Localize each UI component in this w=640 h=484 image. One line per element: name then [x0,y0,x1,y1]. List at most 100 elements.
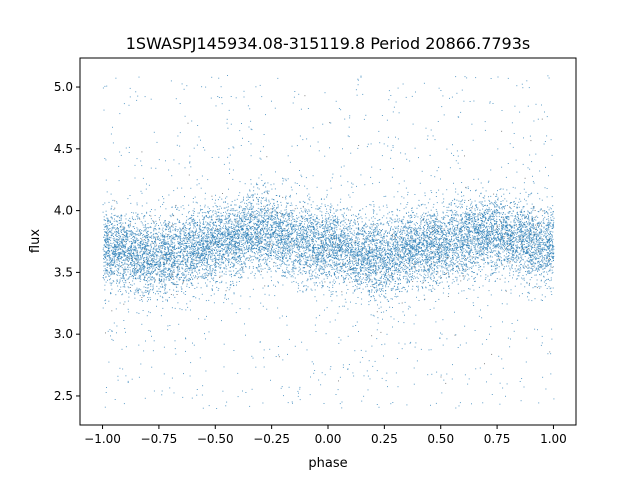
data-point [251,233,253,235]
data-point [439,259,441,261]
data-point [504,250,505,252]
data-point [310,204,312,206]
data-point [331,227,333,229]
data-point [416,255,418,256]
data-point [192,233,194,235]
data-point [475,189,477,191]
data-point [492,233,494,235]
data-point [225,211,227,213]
data-point [231,303,233,305]
data-point [141,248,142,250]
data-point [135,250,137,252]
data-point [108,201,110,203]
data-point [440,275,442,277]
data-point [443,256,445,258]
data-point [450,249,452,251]
data-point [440,278,442,279]
data-point [114,265,116,267]
data-point [314,257,316,259]
data-point [531,260,533,262]
data-point [428,254,430,256]
data-point [322,222,323,223]
data-point [403,251,405,253]
data-point [279,221,281,223]
data-point [451,250,453,252]
data-point [432,241,434,243]
data-point [173,233,175,235]
data-point [521,216,523,218]
data-point [260,302,262,304]
data-point [376,239,378,241]
data-point [530,230,532,231]
data-point [395,250,397,252]
data-point [278,225,280,227]
data-point [212,252,214,254]
data-point [198,253,200,255]
data-point [196,278,198,280]
data-point [192,221,194,222]
data-point [513,224,515,226]
data-point [446,373,448,375]
data-point [329,235,331,237]
data-point [410,273,412,275]
data-point [174,340,176,342]
data-point [244,263,246,265]
data-point [539,262,540,264]
data-point [193,245,195,247]
data-point [529,253,531,255]
data-point [346,214,347,216]
data-point [391,222,393,224]
data-point [117,379,119,381]
data-point [192,239,194,241]
data-point [239,241,241,243]
data-point [501,225,502,227]
data-point [224,244,226,246]
data-point [340,243,342,245]
data-point [306,246,308,248]
data-point [430,251,432,252]
data-point [269,239,271,241]
data-point [465,233,467,235]
data-point [551,294,553,295]
data-point [513,231,515,233]
data-point [552,216,554,218]
data-point [270,237,272,239]
data-point [505,256,507,258]
data-point [245,252,247,254]
data-point [475,253,477,255]
data-point [127,250,129,252]
data-point [444,245,446,247]
data-point [139,259,141,261]
data-point [320,384,322,386]
data-point [380,277,382,278]
data-point [428,270,430,272]
data-point [475,368,477,370]
data-point [529,282,530,284]
data-point [126,255,128,257]
data-point [147,272,148,274]
data-point [489,333,490,335]
data-point [454,214,456,216]
data-point [229,235,231,237]
data-point [384,257,386,259]
data-point [483,234,484,236]
data-point [480,254,482,256]
data-point [365,251,367,253]
data-point [266,271,268,273]
data-point [373,264,375,265]
data-point [233,265,235,267]
data-point [458,239,459,241]
data-point [438,238,440,239]
data-point [322,255,324,257]
data-point [431,244,433,246]
data-point [440,252,442,254]
data-point [153,267,155,269]
data-point [345,263,347,265]
data-point [445,231,447,233]
data-point [529,272,531,274]
data-point [199,205,201,207]
data-point [362,260,364,262]
data-point [381,262,383,264]
data-point [284,228,286,229]
data-point [399,291,400,293]
